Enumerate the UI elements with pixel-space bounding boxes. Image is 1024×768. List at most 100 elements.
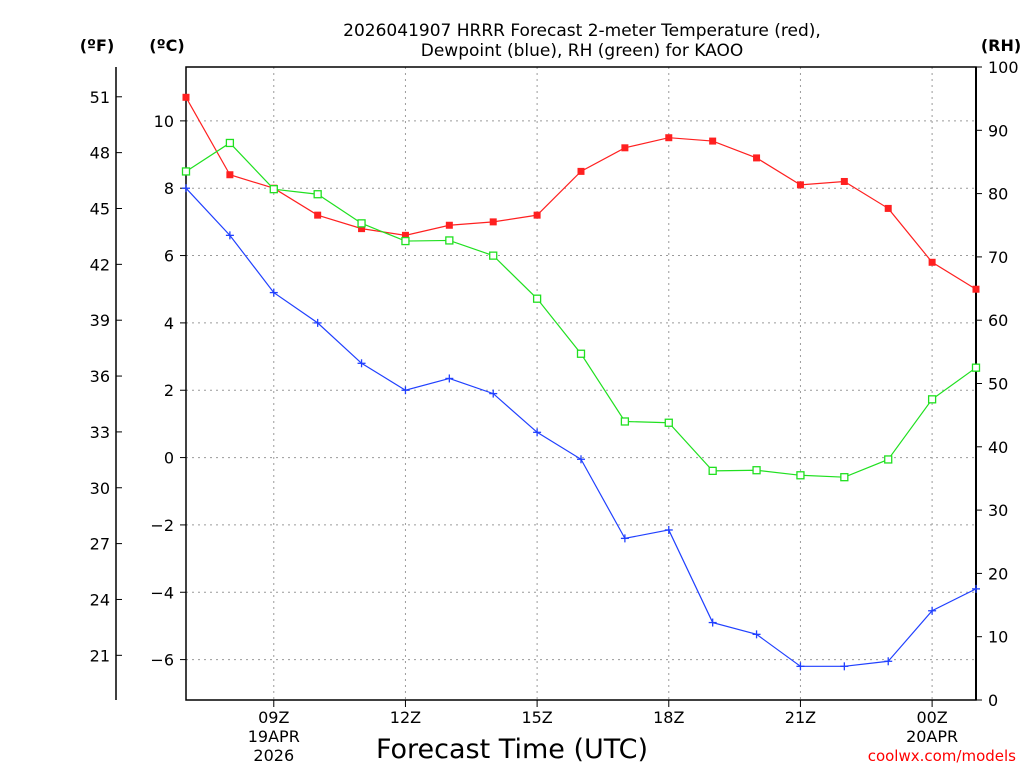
chart-title-line-2: Dewpoint (blue), RH (green) for KAOO xyxy=(421,41,744,61)
celsius-tick-label: −2 xyxy=(150,516,174,535)
source-credit: coolwx.com/models xyxy=(868,747,1016,765)
fahrenheit-tick-label: 36 xyxy=(90,367,110,386)
rh-tick-label: 30 xyxy=(988,501,1008,520)
data-point xyxy=(577,455,585,464)
data-point xyxy=(796,471,805,480)
fahrenheit-tick-label: 51 xyxy=(90,88,110,107)
data-point xyxy=(401,236,410,246)
data-point xyxy=(840,473,849,482)
series-rh xyxy=(181,138,981,482)
fahrenheit-tick-label: 27 xyxy=(90,535,110,554)
x-tick-label: 2026 xyxy=(253,746,294,765)
data-point xyxy=(576,349,586,358)
fahrenheit-tick-label: 33 xyxy=(90,423,110,442)
data-point xyxy=(489,218,497,226)
fahrenheit-tick-label: 24 xyxy=(90,590,110,609)
rh-tick-label: 100 xyxy=(988,58,1019,77)
data-point xyxy=(796,181,804,189)
celsius-tick-label: −6 xyxy=(150,651,174,670)
data-point xyxy=(620,417,630,426)
data-point xyxy=(489,389,498,398)
data-point xyxy=(796,662,805,671)
celsius-tick-label: 8 xyxy=(164,179,174,198)
series-line xyxy=(185,187,977,667)
data-point xyxy=(753,154,761,162)
rh-tick-label: 90 xyxy=(988,121,1008,140)
fahrenheit-tick-label: 30 xyxy=(90,479,110,498)
data-series xyxy=(181,93,981,671)
data-point xyxy=(401,386,410,395)
data-point xyxy=(445,221,453,229)
data-point xyxy=(884,204,892,212)
fahrenheit-tick-label: 48 xyxy=(90,144,110,163)
data-point xyxy=(927,395,937,404)
fahrenheit-tick-label: 21 xyxy=(90,646,110,665)
rh-tick-label: 40 xyxy=(988,438,1008,457)
data-point xyxy=(620,534,629,543)
data-point xyxy=(357,219,366,228)
data-point xyxy=(313,318,322,327)
data-point xyxy=(708,466,717,476)
x-tick-label: 19APR xyxy=(248,727,300,746)
x-tick-label: 21Z xyxy=(785,708,816,727)
series-dewpoint xyxy=(182,184,980,671)
data-point xyxy=(972,285,980,293)
x-tick-label: 09Z xyxy=(258,708,289,727)
rh-tick-label: 70 xyxy=(988,248,1008,267)
data-point xyxy=(972,584,980,593)
fahrenheit-tick-label: 39 xyxy=(90,311,110,330)
plot-frame xyxy=(185,66,977,701)
grid-lines xyxy=(186,67,976,700)
data-point xyxy=(664,418,673,427)
x-tick-label: 20APR xyxy=(906,727,958,746)
rh-tick-label: 50 xyxy=(988,375,1008,394)
data-point xyxy=(313,190,322,199)
data-point xyxy=(269,288,278,297)
fahrenheit-tick-label: 42 xyxy=(90,255,110,274)
data-point xyxy=(709,137,717,145)
x-axis-title: Forecast Time (UTC) xyxy=(376,734,648,765)
data-point xyxy=(533,211,541,219)
data-point xyxy=(840,177,848,185)
axes: 51484542393633302724211086420−2−4−610090… xyxy=(90,58,1019,765)
data-point xyxy=(182,93,190,101)
rh-tick-label: 0 xyxy=(988,691,998,710)
data-point xyxy=(445,374,454,383)
chart-title-line-1: 2026041907 HRRR Forecast 2-meter Tempera… xyxy=(343,21,821,41)
rh-axis-unit: (RH) xyxy=(981,36,1021,55)
x-tick-label: 00Z xyxy=(916,708,947,727)
celsius-tick-label: 4 xyxy=(164,314,174,333)
data-point xyxy=(225,138,235,148)
data-point xyxy=(928,606,937,615)
data-point xyxy=(928,258,936,266)
data-point xyxy=(577,167,585,175)
data-point xyxy=(533,428,542,437)
celsius-tick-label: 2 xyxy=(164,381,174,400)
fahrenheit-tick-label: 45 xyxy=(90,199,110,218)
data-point xyxy=(181,167,191,176)
rh-tick-label: 80 xyxy=(988,185,1008,204)
data-point xyxy=(752,466,761,475)
data-point xyxy=(532,294,542,303)
celsius-tick-label: 10 xyxy=(154,112,174,131)
celsius-tick-label: −4 xyxy=(150,583,174,602)
data-point xyxy=(445,236,454,245)
data-point xyxy=(752,630,761,639)
data-point xyxy=(708,618,717,627)
data-point xyxy=(665,134,673,142)
rh-tick-label: 10 xyxy=(988,628,1008,647)
data-point xyxy=(489,251,498,260)
data-point xyxy=(621,144,629,152)
data-point xyxy=(358,225,366,233)
series-line xyxy=(185,142,977,478)
data-point xyxy=(664,525,673,534)
fahrenheit-axis-unit: (ºF) xyxy=(80,36,115,55)
series-2-meter-temperature xyxy=(182,93,980,293)
celsius-tick-label: 0 xyxy=(164,449,174,468)
data-point xyxy=(182,184,190,193)
data-point xyxy=(226,171,234,179)
data-point xyxy=(884,455,893,464)
x-tick-label: 12Z xyxy=(390,708,421,727)
data-point xyxy=(225,231,234,240)
